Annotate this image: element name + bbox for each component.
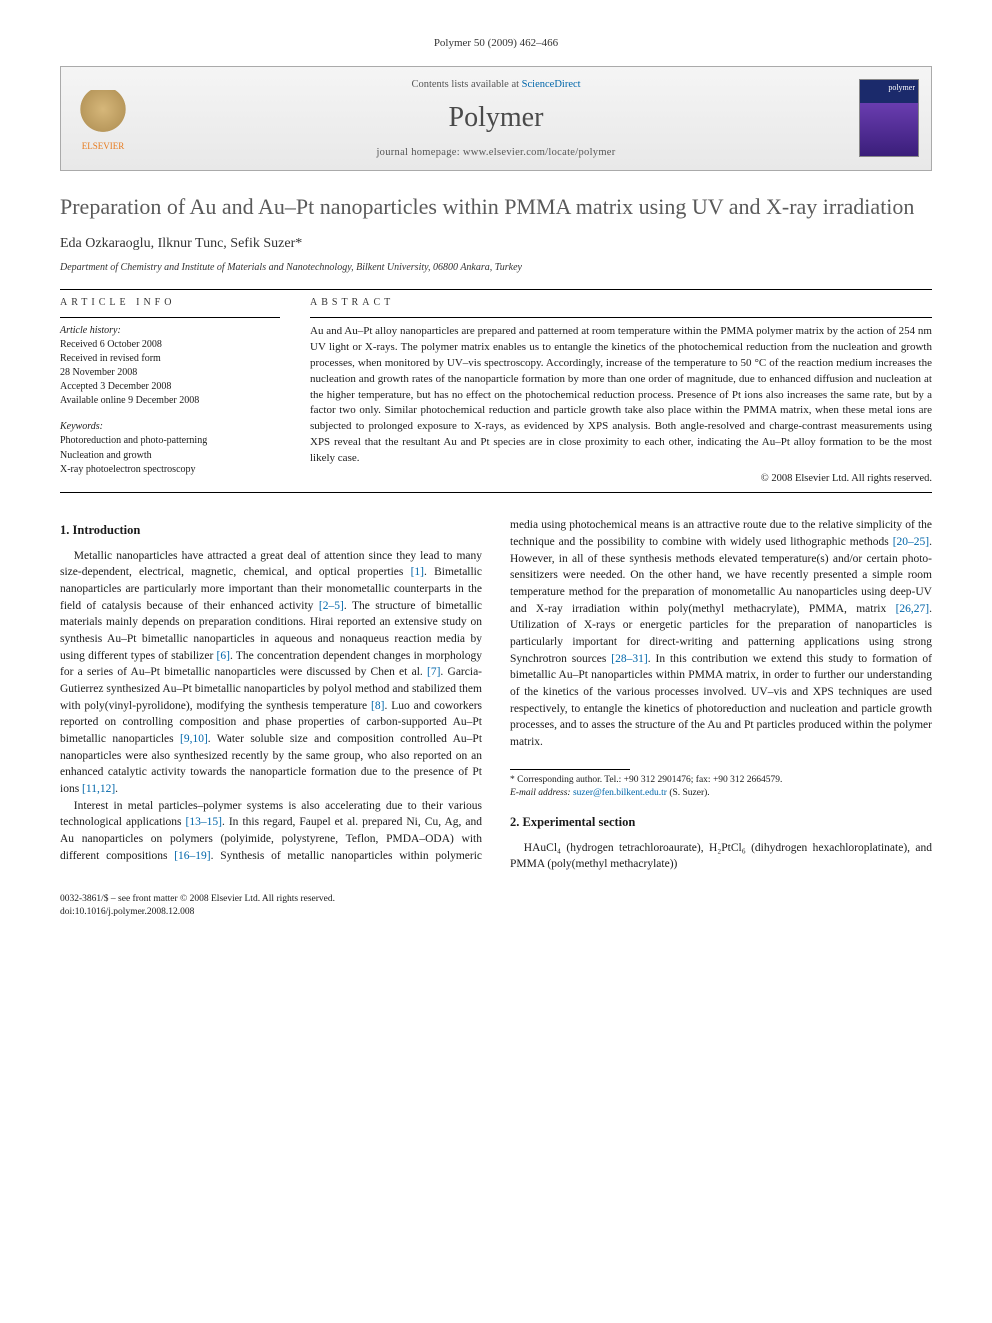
meta-row: ARTICLE INFO Article history: Received 6… [60,296,932,486]
history-line: Available online 9 December 2008 [60,394,280,408]
email-link[interactable]: suzer@fen.bilkent.edu.tr [573,788,667,798]
citation-link[interactable]: [16–19] [174,850,210,862]
experimental-paragraph-1: HAuCl₄ (hydrogen tetrachloroaurate), H₂P… [510,840,932,873]
rule-bottom [60,492,932,493]
history-line: 28 November 2008 [60,366,280,380]
publisher-name: ELSEVIER [82,140,125,153]
email-label: E-mail address: [510,788,573,798]
homepage-url: www.elsevier.com/locate/polymer [463,147,616,158]
history-line: Received in revised form [60,352,280,366]
email-tail: (S. Suzer). [667,788,710,798]
experimental-heading: 2. Experimental section [510,813,932,831]
rule-top [60,289,932,290]
header-citation: Polymer 50 (2009) 462–466 [60,36,932,52]
info-rule [60,317,280,318]
article-history: Article history: Received 6 October 2008… [60,324,280,408]
history-line: Accepted 3 December 2008 [60,380,280,394]
abstract-text: Au and Au–Pt alloy nanoparticles are pre… [310,324,932,467]
citation-link[interactable]: [2–5] [319,600,344,612]
footnote-block: * Corresponding author. Tel.: +90 312 29… [510,769,932,800]
elsevier-tree-icon [79,90,127,138]
homepage-label: journal homepage: [376,147,462,158]
citation-link[interactable]: [8] [371,700,384,712]
corresponding-author: * Corresponding author. Tel.: +90 312 29… [510,774,932,787]
journal-homepage: journal homepage: www.elsevier.com/locat… [73,145,919,160]
article-info-label: ARTICLE INFO [60,296,280,311]
history-line: Received 6 October 2008 [60,338,280,352]
citation-link[interactable]: [20–25] [893,536,929,548]
elsevier-logo: ELSEVIER [73,83,133,153]
journal-name: Polymer [73,98,919,139]
journal-cover-thumbnail: polymer [859,79,919,157]
intro-paragraph-1: Metallic nanoparticles have attracted a … [60,548,482,798]
article-title: Preparation of Au and Au–Pt nanoparticle… [60,193,932,221]
contents-prefix: Contents lists available at [411,79,521,90]
abstract-rule [310,317,932,318]
abstract-copyright: © 2008 Elsevier Ltd. All rights reserved… [310,471,932,486]
citation-link[interactable]: [28–31] [611,653,647,665]
abstract: ABSTRACT Au and Au–Pt alloy nanoparticle… [310,296,932,486]
sciencedirect-link[interactable]: ScienceDirect [522,79,581,90]
text-run: . In this contribution we extend this st… [510,653,932,748]
page-footer: 0032-3861/$ – see front matter © 2008 El… [60,893,932,919]
citation-link[interactable]: [1] [411,566,424,578]
citation-link[interactable]: [13–15] [186,816,222,828]
citation-link[interactable]: [7] [427,666,440,678]
article-info: ARTICLE INFO Article history: Received 6… [60,296,280,486]
keyword: X-ray photoelectron spectroscopy [60,463,280,478]
abstract-label: ABSTRACT [310,296,932,311]
cover-label: polymer [888,83,915,92]
keyword: Nucleation and growth [60,449,280,464]
footnote-separator [510,769,630,770]
text-run: . [115,783,118,795]
page: Polymer 50 (2009) 462–466 ELSEVIER polym… [0,0,992,959]
contents-line: Contents lists available at ScienceDirec… [73,77,919,92]
keyword: Photoreduction and photo-patterning [60,434,280,449]
authors: Eda Ozkaraoglu, Ilknur Tunc, Sefik Suzer… [60,234,932,254]
doi-line: doi:10.1016/j.polymer.2008.12.008 [60,906,932,919]
body-columns: 1. Introduction Metallic nanoparticles h… [60,517,932,873]
citation-link[interactable]: [6] [217,650,230,662]
journal-banner: ELSEVIER polymer Contents lists availabl… [60,66,932,171]
affiliation: Department of Chemistry and Institute of… [60,261,932,276]
keywords-block: Keywords: Photoreduction and photo-patte… [60,420,280,478]
keywords-label: Keywords: [60,420,280,435]
citation-link[interactable]: [11,12] [82,783,115,795]
email-line: E-mail address: suzer@fen.bilkent.edu.tr… [510,787,932,800]
front-matter-line: 0032-3861/$ – see front matter © 2008 El… [60,893,932,906]
intro-heading: 1. Introduction [60,521,482,539]
citation-link[interactable]: [26,27] [896,603,930,615]
history-label: Article history: [60,324,280,338]
citation-link[interactable]: [9,10] [180,733,208,745]
